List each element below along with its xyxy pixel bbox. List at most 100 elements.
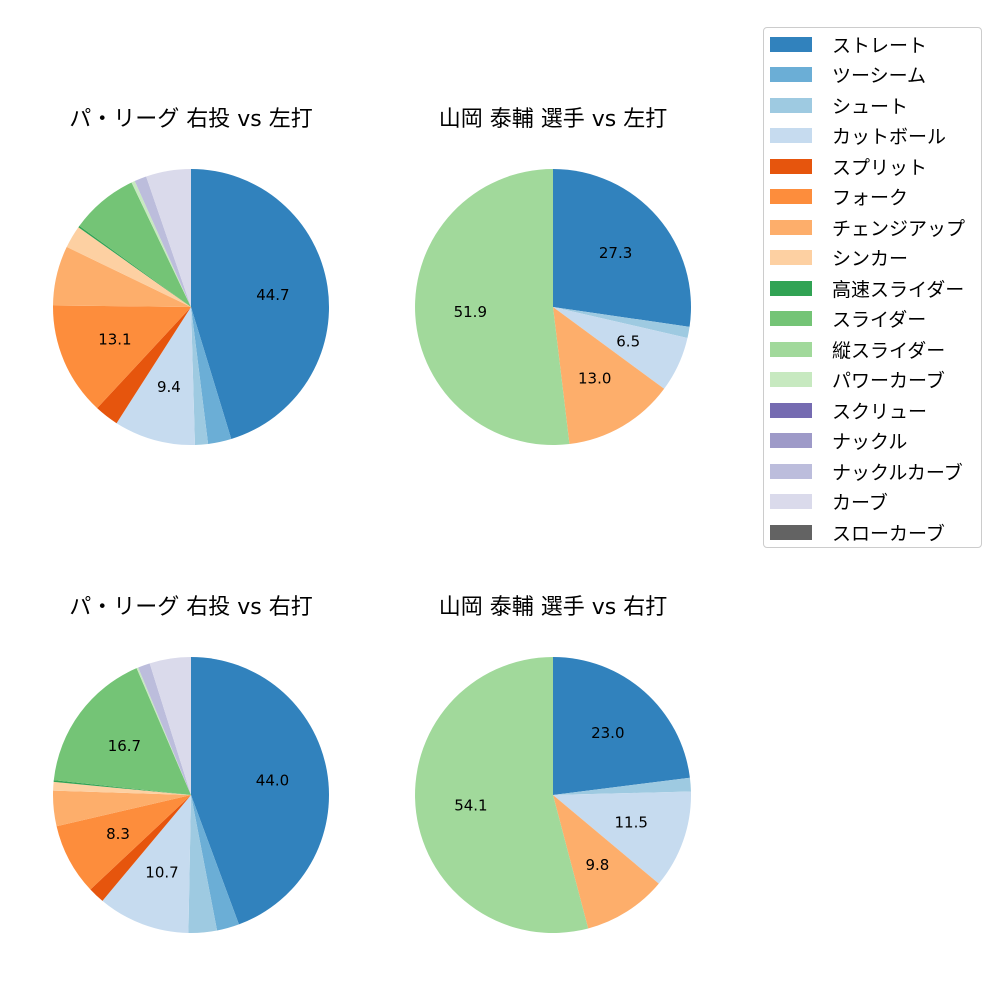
- legend-item: パワーカーブ: [770, 369, 945, 392]
- legend-swatch: [770, 189, 812, 204]
- slice-value-label: 13.0: [578, 370, 611, 388]
- pie-slice-スプリット: [90, 795, 191, 901]
- pie-slice-チェンジアップ: [553, 795, 659, 929]
- pie-slice-高速スライダー: [78, 225, 191, 307]
- legend-label: 縦スライダー: [832, 339, 946, 362]
- slice-value-label: 9.8: [585, 856, 609, 874]
- pie-slice-シュート: [188, 795, 218, 934]
- legend-item: フォーク: [770, 186, 909, 209]
- slice-value-label: 54.1: [454, 797, 487, 815]
- pie-slice-シンカー: [66, 227, 191, 307]
- pie-slice-カットボール: [553, 791, 692, 884]
- slice-value-label: 27.3: [599, 244, 632, 262]
- legend-label: フォーク: [832, 187, 909, 209]
- pie-chart-4: 山岡 泰輔 選手 vs 右打 23.0 11.5 9.8 54.1: [415, 595, 692, 933]
- legend-item: カットボール: [770, 125, 947, 148]
- pie-slice-カットボール: [102, 795, 191, 933]
- legend-label: カーブ: [832, 492, 888, 514]
- pie-slice-チェンジアップ: [553, 307, 665, 445]
- pie-slice-シュート: [553, 307, 690, 338]
- legend-item: ツーシーム: [770, 64, 927, 87]
- legend-label: カットボール: [832, 126, 947, 148]
- legend-item: 縦スライダー: [770, 338, 946, 362]
- legend-swatch: [770, 372, 812, 387]
- legend-swatch: [770, 97, 812, 113]
- pie-slice-ストレート: [553, 657, 690, 795]
- chart-title: 山岡 泰輔 選手 vs 左打: [439, 107, 667, 132]
- pie-slice-ストレート: [191, 169, 330, 439]
- legend-label: シンカー: [832, 248, 909, 270]
- pie-chart-2: 山岡 泰輔 選手 vs 左打 27.3 6.5 13.0 51.9: [415, 107, 691, 445]
- slice-value-label: 13.1: [98, 331, 131, 349]
- legend-label: ストレート: [832, 34, 928, 57]
- legend-label: シュート: [832, 95, 909, 118]
- legend-label: スローカーブ: [832, 522, 945, 545]
- slice-value-label: 9.4: [157, 378, 181, 396]
- pie-slice-ツーシーム: [191, 307, 232, 444]
- legend-swatch: [770, 280, 812, 296]
- pie-slice-カーブ: [149, 657, 191, 795]
- legend-label: スクリュー: [832, 400, 928, 423]
- legend-swatch: [770, 219, 812, 235]
- slice-value-label: 23.0: [591, 724, 624, 742]
- legend-swatch: [770, 67, 812, 82]
- legend-swatch: [770, 250, 812, 265]
- chart-title: パ・リーグ 右投 vs 右打: [69, 595, 312, 620]
- pie-slice-縦スライダー: [415, 657, 589, 933]
- slice-value-label: 51.9: [454, 303, 487, 321]
- legend-item: シンカー: [770, 247, 909, 270]
- pie-slice-フォーク: [53, 305, 191, 409]
- legend-label: ツーシーム: [832, 65, 927, 87]
- pie-slice-ナックルカーブ: [138, 663, 191, 795]
- legend-item: チェンジアップ: [770, 216, 966, 240]
- pie-slice-ストレート: [553, 169, 691, 327]
- slice-value-label: 10.7: [145, 864, 178, 882]
- pie-slice-カットボール: [116, 307, 195, 445]
- legend-swatch: [770, 402, 812, 418]
- pie-slice-カーブ: [146, 169, 191, 307]
- pie-slice-高速スライダー: [53, 780, 192, 795]
- chart-title: パ・リーグ 右投 vs 左打: [69, 107, 312, 132]
- pie-slice-スライダー: [53, 668, 191, 795]
- pie-slice-パワーカーブ: [136, 667, 191, 795]
- legend-label: ナックル: [832, 431, 908, 453]
- legend-item: スプリット: [770, 155, 928, 179]
- legend-item: スクリュー: [770, 399, 928, 423]
- pie-slice-シュート: [553, 777, 691, 795]
- pie-slice-シンカー: [53, 781, 191, 795]
- slice-value-label: 44.7: [256, 286, 289, 304]
- pie-chart-1: パ・リーグ 右投 vs 左打 44.7 9.4 13.1: [53, 107, 330, 445]
- pie-chart-3: パ・リーグ 右投 vs 右打 44.0 10.7 8.3 16.7: [53, 595, 330, 934]
- pie-slice-シュート: [191, 307, 209, 445]
- legend-label: パワーカーブ: [832, 370, 945, 392]
- legend-label: 高速スライダー: [832, 278, 965, 301]
- legend-item: スローカーブ: [770, 521, 945, 545]
- slice-value-label: 16.7: [108, 737, 141, 755]
- pie-slice-縦スライダー: [415, 169, 570, 445]
- slice-value-label: 44.0: [256, 771, 289, 789]
- legend-item: スライダー: [770, 308, 926, 331]
- legend-item: カーブ: [770, 491, 888, 514]
- pie-slice-ストレート: [191, 657, 330, 925]
- legend-swatch: [770, 311, 812, 326]
- slice-value-label: 8.3: [106, 825, 130, 843]
- legend-swatch: [770, 463, 812, 479]
- slice-value-label: 6.5: [616, 333, 640, 351]
- legend-item: シュート: [770, 94, 909, 118]
- legend-item: 高速スライダー: [770, 277, 965, 301]
- pie-slice-チェンジアップ: [53, 790, 192, 827]
- legend: ストレートツーシームシュートカットボール スプリットフォークチェンジアップ シンカー…: [763, 27, 982, 548]
- pie-slice-ツーシーム: [191, 795, 239, 931]
- pie-slice-パワーカーブ: [131, 181, 191, 307]
- legend-item: ナックル: [770, 430, 908, 453]
- pie-slice-カットボール: [553, 307, 688, 389]
- legend-swatch: [770, 341, 812, 357]
- legend-swatch: [770, 433, 812, 448]
- legend-label: スプリット: [832, 156, 928, 179]
- legend-item: ナックルカーブ: [770, 460, 963, 484]
- legend-label: チェンジアップ: [832, 217, 966, 240]
- pie-slice-スプリット: [97, 307, 191, 424]
- legend-swatch: [770, 158, 812, 174]
- pie-slice-ナックルカーブ: [134, 176, 191, 307]
